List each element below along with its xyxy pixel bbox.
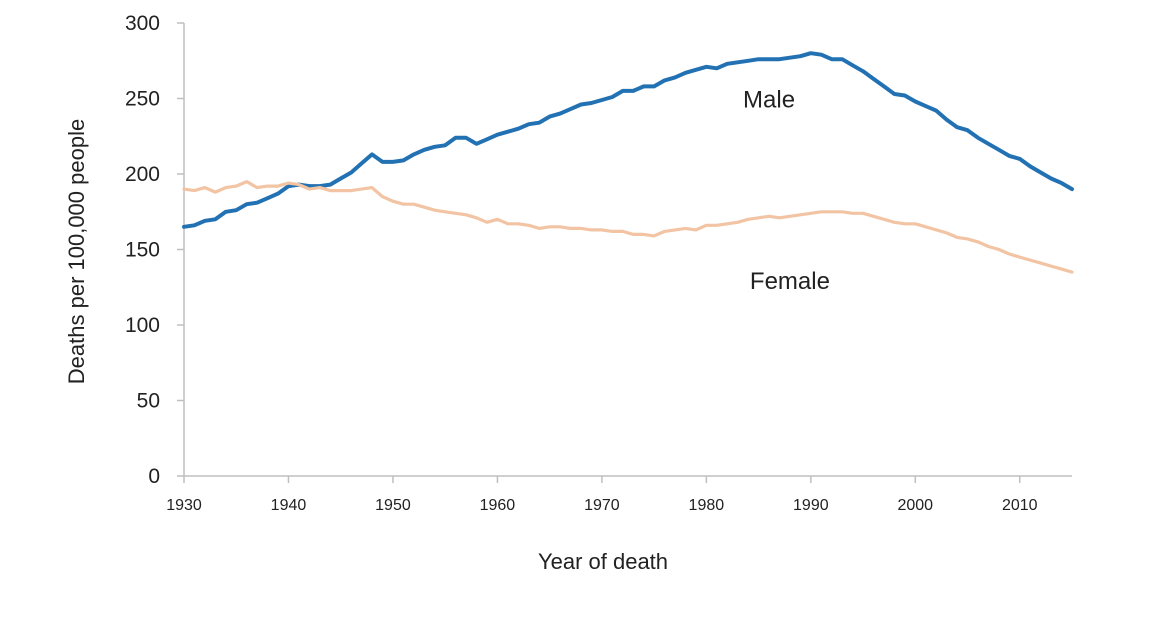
x-axis-title: Year of death (538, 549, 668, 574)
y-tick-label: 200 (125, 163, 160, 186)
y-tick-label: 0 (148, 465, 160, 488)
x-tick-label: 1990 (793, 497, 829, 514)
y-axis-ticks: 0 50 100 150 200 250 300 (125, 12, 184, 488)
y-axis-title: Deaths per 100,000 people (64, 119, 89, 384)
y-tick-label: 250 (125, 88, 160, 111)
x-tick-label: 1980 (689, 497, 725, 514)
x-tick-label: 1960 (480, 497, 516, 514)
series-label-female: Female (750, 268, 830, 295)
x-axis-ticks: 1930 1940 1950 1960 1970 1980 1990 2000 2010 (166, 476, 1038, 514)
series-lines (182, 51, 1074, 274)
x-tick-label: 1950 (375, 497, 411, 514)
series-line-female (182, 180, 1074, 274)
x-tick-label: 2000 (897, 497, 933, 514)
series-label-male: Male (743, 87, 795, 114)
x-tick-label: 1930 (166, 497, 202, 514)
x-tick-label: 2010 (1002, 497, 1038, 514)
y-tick-label: 100 (125, 314, 160, 337)
y-tick-label: 150 (125, 239, 160, 262)
y-tick-label: 300 (125, 12, 160, 35)
x-tick-label: 1970 (584, 497, 620, 514)
x-tick-label: 1940 (271, 497, 307, 514)
y-tick-label: 50 (137, 390, 160, 413)
series-labels: Male Female (743, 87, 830, 295)
series-line-male (182, 51, 1074, 229)
